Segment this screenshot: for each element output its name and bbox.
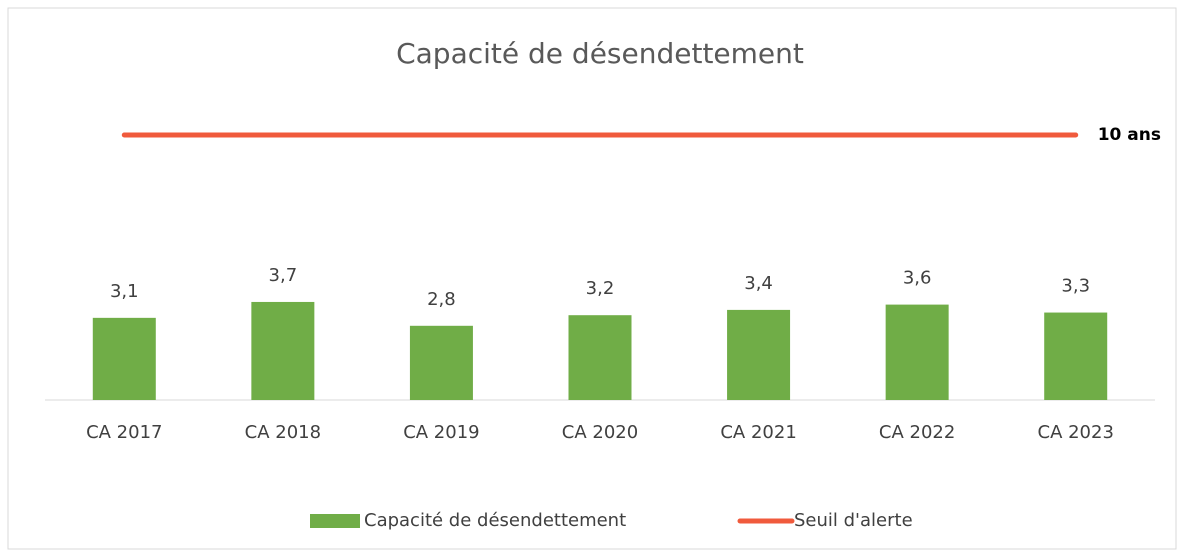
data-label: 3,2 xyxy=(586,278,615,299)
data-label: 3,7 xyxy=(269,265,298,286)
legend-label: Seuil d'alerte xyxy=(794,510,913,531)
bar xyxy=(568,315,632,400)
legend-swatch xyxy=(310,514,360,528)
x-tick-label: CA 2023 xyxy=(1038,422,1114,443)
bar xyxy=(409,325,473,400)
bar xyxy=(885,304,949,400)
x-tick-label: CA 2022 xyxy=(879,422,955,443)
data-label: 2,8 xyxy=(427,289,456,310)
bar xyxy=(1044,312,1108,400)
data-label: 3,1 xyxy=(110,281,139,302)
chart-frame xyxy=(7,7,1177,550)
data-label: 3,3 xyxy=(1061,276,1090,297)
x-tick-label: CA 2019 xyxy=(403,422,479,443)
bar xyxy=(92,317,156,400)
x-tick-label: CA 2018 xyxy=(245,422,321,443)
data-label: 3,4 xyxy=(744,273,773,294)
legend-label: Capacité de désendettement xyxy=(364,510,626,531)
x-tick-label: CA 2017 xyxy=(86,422,162,443)
x-tick-label: CA 2021 xyxy=(720,422,796,443)
bar xyxy=(727,309,791,400)
annotation: 10 ans xyxy=(1098,125,1161,145)
bar xyxy=(251,301,315,400)
chart-title: Capacité de désendettement xyxy=(396,37,804,70)
x-tick-label: CA 2020 xyxy=(562,422,638,443)
data-label: 3,6 xyxy=(903,268,932,289)
